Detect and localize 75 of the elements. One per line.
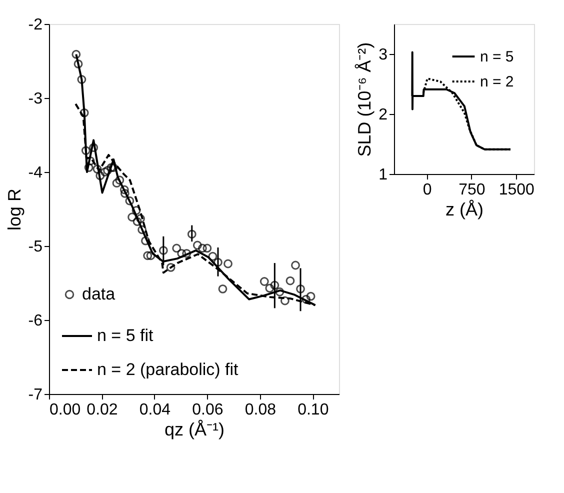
point [100, 168, 110, 176]
y-tick-label: 2 [378, 106, 388, 124]
point [296, 284, 305, 294]
point [143, 251, 152, 260]
point [132, 217, 142, 226]
x-tick-label: 0.00 [50, 402, 81, 418]
legend-label: n = 5 fit [97, 326, 154, 345]
point [286, 276, 295, 286]
point [81, 146, 90, 155]
x-tick-label: 0.02 [86, 402, 118, 418]
x-axis-title: qz (Å⁻¹) [164, 420, 224, 440]
legend-label: n = 2 [480, 74, 514, 90]
point [84, 163, 94, 172]
point [74, 60, 83, 68]
point [302, 294, 311, 304]
point [115, 176, 124, 185]
point [138, 225, 147, 234]
point [208, 252, 218, 261]
y-tick-label: -6 [28, 312, 43, 330]
point [270, 280, 280, 290]
x-tick-label: 0.08 [244, 402, 276, 418]
y-tick-label: -5 [28, 238, 43, 256]
point [136, 214, 145, 224]
y-tick-label: -2 [28, 16, 43, 34]
y-tick-label: -7 [28, 386, 43, 404]
legend-label: n = 2 (parabolic) fit [97, 360, 239, 379]
point [177, 248, 186, 258]
point [72, 50, 81, 59]
point [128, 212, 137, 222]
point [182, 248, 192, 258]
point [198, 244, 207, 253]
y-tick-label: -4 [28, 164, 43, 182]
y-axis-title: SLD (10⁻⁶ Å⁻²) [354, 42, 375, 157]
point [89, 143, 98, 152]
point [92, 164, 102, 174]
y-tick-label: 1 [378, 166, 388, 184]
x-tick-label: 750 [458, 182, 486, 198]
point [146, 251, 156, 260]
point [132, 206, 141, 215]
point [202, 244, 212, 253]
x-tick-label: 0 [422, 182, 432, 198]
point [172, 244, 182, 253]
y-axis-title: log R [4, 188, 24, 231]
point [265, 284, 274, 293]
x-tick-label: 0.10 [298, 402, 329, 418]
point [280, 296, 290, 306]
point [141, 236, 150, 246]
point [275, 287, 284, 296]
x-tick-label: 0.04 [139, 402, 171, 418]
point [120, 189, 130, 198]
y-tick-label: 3 [378, 46, 388, 64]
point [166, 263, 176, 272]
point [103, 166, 112, 175]
point [125, 196, 134, 206]
legend-label: data [82, 284, 116, 304]
point [108, 163, 118, 172]
point [158, 246, 168, 255]
point [260, 277, 269, 286]
x-tick-label: 1500 [498, 182, 535, 198]
point [218, 284, 228, 294]
point [187, 230, 196, 239]
y-tick-label: -3 [28, 90, 43, 108]
point [77, 75, 86, 84]
point [192, 240, 202, 250]
point [224, 259, 232, 268]
point [96, 171, 105, 180]
point [106, 163, 116, 172]
x-tick-label: 0.06 [192, 402, 224, 418]
point [80, 108, 89, 118]
x-axis-title: z (Å) [446, 200, 484, 220]
point [306, 292, 316, 301]
point [112, 178, 122, 188]
point [214, 258, 222, 267]
legend-label: n = 5 [480, 48, 514, 66]
point [120, 185, 129, 194]
